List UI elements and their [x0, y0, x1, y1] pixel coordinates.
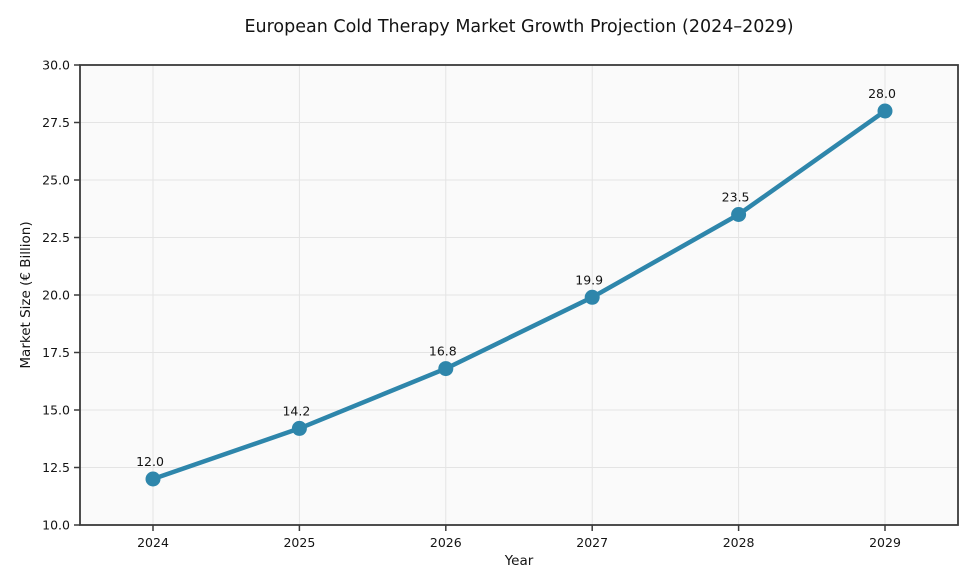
- x-axis-title: Year: [504, 553, 534, 569]
- y-tick-label: 25.0: [42, 173, 70, 188]
- y-tick-label: 15.0: [42, 403, 70, 418]
- data-point-marker: [438, 361, 454, 377]
- data-point-label: 14.2: [282, 403, 310, 418]
- x-tick-label: 2026: [430, 535, 462, 550]
- x-tick-label: 2029: [869, 535, 901, 550]
- x-tick-label: 2028: [723, 535, 755, 550]
- y-tick-label: 17.5: [42, 345, 70, 360]
- series-line: [150, 108, 888, 482]
- x-tick-label: 2025: [283, 535, 315, 550]
- x-tick-label: 2024: [137, 535, 169, 550]
- x-tick-label: 2027: [576, 535, 608, 550]
- data-point-marker: [877, 103, 893, 119]
- y-tick-label: 10.0: [42, 518, 70, 533]
- data-point-label: 12.0: [136, 454, 164, 469]
- data-point-marker: [731, 207, 747, 222]
- data-point-marker: [291, 420, 307, 436]
- y-tick-label: 27.5: [42, 115, 70, 130]
- data-point-label: 19.9: [575, 272, 603, 287]
- y-tick-label: 30.0: [42, 58, 70, 73]
- data-point-label: 28.0: [868, 86, 896, 101]
- y-tick-label: 22.5: [42, 230, 70, 245]
- data-point-label: 16.8: [429, 344, 457, 359]
- data-point-marker: [145, 471, 161, 487]
- y-tick-label: 20.0: [42, 288, 70, 303]
- chart-title: European Cold Therapy Market Growth Proj…: [244, 17, 794, 37]
- data-point-marker: [584, 289, 600, 305]
- data-point-label: 23.5: [722, 190, 750, 205]
- y-tick-label: 12.5: [42, 460, 70, 475]
